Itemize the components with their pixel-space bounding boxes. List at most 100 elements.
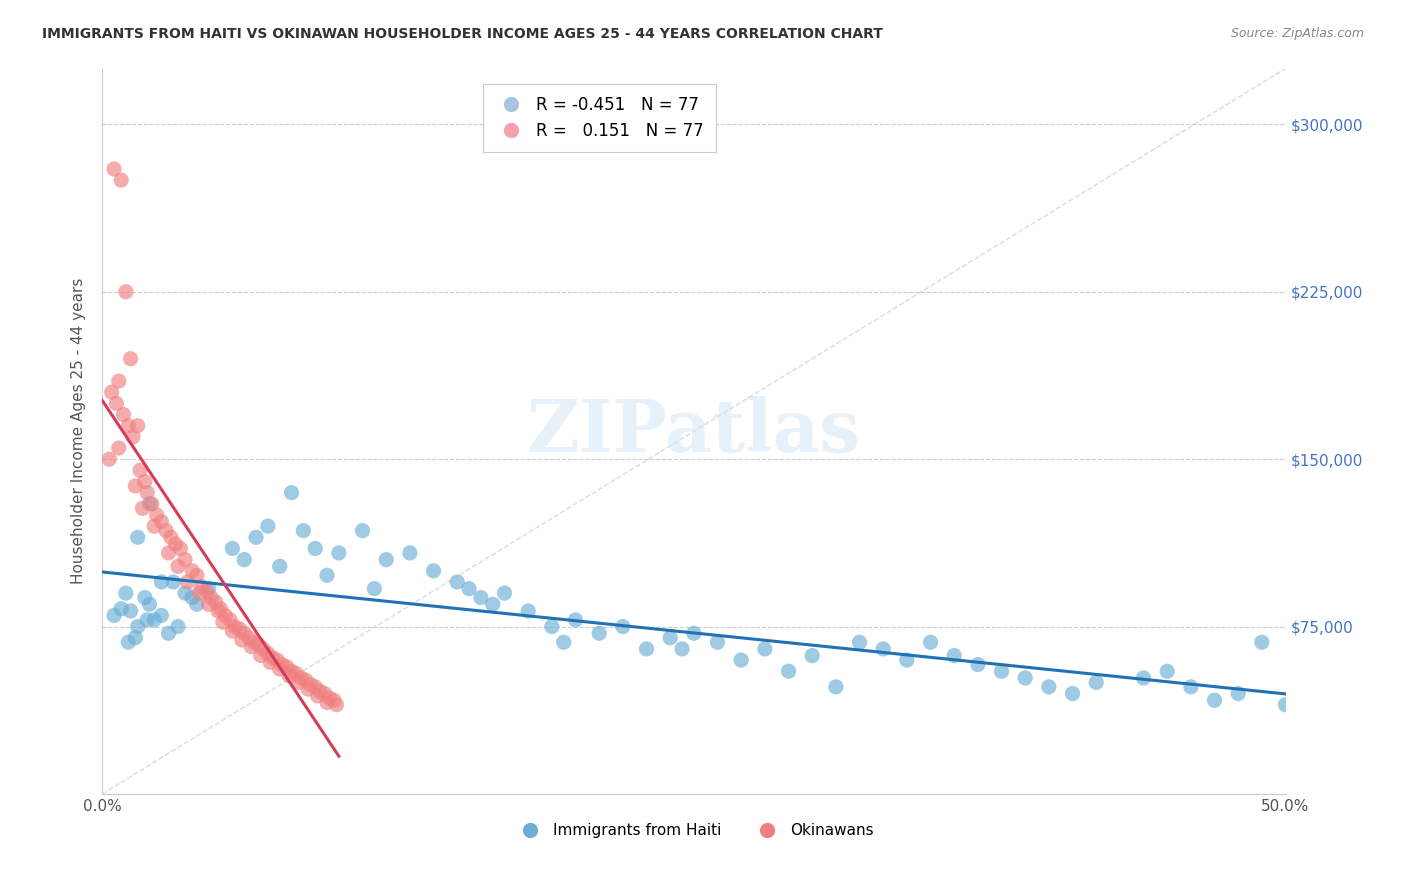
Point <box>316 568 339 582</box>
Point <box>120 604 142 618</box>
Point <box>269 662 291 676</box>
Point <box>207 604 229 618</box>
Point <box>221 541 243 556</box>
Point <box>328 546 350 560</box>
Point <box>446 574 468 589</box>
Point <box>280 485 302 500</box>
Point <box>186 597 208 611</box>
Point <box>257 646 280 660</box>
Legend: Immigrants from Haiti, Okinawans: Immigrants from Haiti, Okinawans <box>509 817 879 845</box>
Point <box>117 635 139 649</box>
Point <box>269 559 291 574</box>
Text: ZIPatlas: ZIPatlas <box>527 396 860 467</box>
Point <box>197 597 219 611</box>
Point <box>141 497 163 511</box>
Point <box>1274 698 1296 712</box>
Point <box>242 635 264 649</box>
Point <box>107 441 129 455</box>
Point <box>252 641 274 656</box>
Point <box>143 613 166 627</box>
Point <box>730 653 752 667</box>
Point <box>352 524 374 538</box>
Point <box>145 508 167 522</box>
Point <box>221 624 243 638</box>
Point <box>1062 687 1084 701</box>
Point <box>188 586 211 600</box>
Point <box>517 604 540 618</box>
Point <box>98 452 121 467</box>
Point <box>131 501 153 516</box>
Point <box>107 374 129 388</box>
Point <box>375 552 398 566</box>
Point <box>155 524 177 538</box>
Point <box>150 515 173 529</box>
Point <box>134 475 156 489</box>
Point <box>110 601 132 615</box>
Point <box>233 552 256 566</box>
Point <box>990 665 1012 679</box>
Point <box>299 678 322 692</box>
Point <box>124 631 146 645</box>
Point <box>294 673 316 688</box>
Point <box>824 680 846 694</box>
Point <box>481 597 503 611</box>
Point <box>896 653 918 667</box>
Point <box>1085 675 1108 690</box>
Point <box>162 574 184 589</box>
Point <box>307 689 329 703</box>
Point <box>297 682 319 697</box>
Point <box>143 519 166 533</box>
Point <box>197 582 219 596</box>
Point <box>399 546 422 560</box>
Point <box>470 591 492 605</box>
Point <box>541 619 564 633</box>
Point <box>872 641 894 656</box>
Point <box>124 479 146 493</box>
Point <box>174 586 197 600</box>
Point <box>233 626 256 640</box>
Point <box>458 582 481 596</box>
Point <box>160 530 183 544</box>
Point <box>122 430 145 444</box>
Point <box>136 485 159 500</box>
Point <box>240 640 263 654</box>
Point <box>110 173 132 187</box>
Point <box>100 385 122 400</box>
Point <box>314 687 336 701</box>
Point <box>706 635 728 649</box>
Point <box>181 591 204 605</box>
Point <box>671 641 693 656</box>
Point <box>266 653 288 667</box>
Point <box>848 635 870 649</box>
Point <box>588 626 610 640</box>
Point <box>157 546 180 560</box>
Point <box>309 684 332 698</box>
Point <box>138 497 160 511</box>
Point <box>422 564 444 578</box>
Point <box>304 541 326 556</box>
Point <box>285 666 308 681</box>
Point <box>176 574 198 589</box>
Point <box>612 619 634 633</box>
Point <box>105 396 128 410</box>
Point <box>190 579 212 593</box>
Point <box>103 608 125 623</box>
Point <box>167 619 190 633</box>
Point <box>1180 680 1202 694</box>
Point <box>247 637 270 651</box>
Point <box>127 619 149 633</box>
Point <box>129 463 152 477</box>
Point <box>1038 680 1060 694</box>
Point <box>138 597 160 611</box>
Point <box>127 530 149 544</box>
Point <box>778 665 800 679</box>
Point <box>174 552 197 566</box>
Point <box>318 691 340 706</box>
Point <box>262 650 284 665</box>
Point <box>290 671 312 685</box>
Point <box>659 631 682 645</box>
Point <box>167 559 190 574</box>
Point <box>231 632 253 647</box>
Text: Source: ZipAtlas.com: Source: ZipAtlas.com <box>1230 27 1364 40</box>
Point <box>181 564 204 578</box>
